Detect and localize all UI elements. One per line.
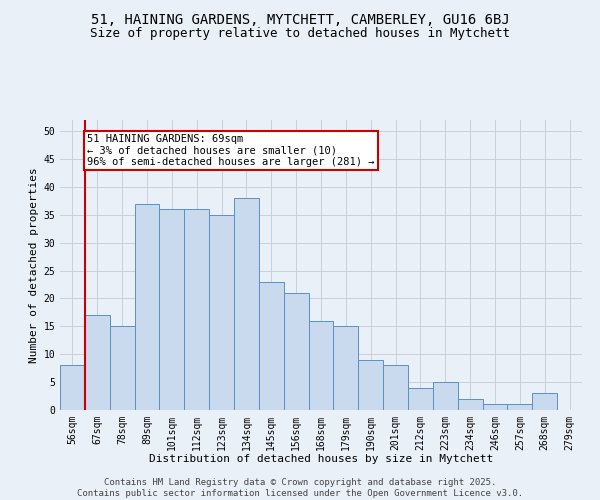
Bar (383, 366, 408, 410)
Bar (284, 293, 308, 410)
X-axis label: Distribution of detached houses by size in Mytchett: Distribution of detached houses by size … (149, 454, 493, 464)
Text: Contains HM Land Registry data © Crown copyright and database right 2025.
Contai: Contains HM Land Registry data © Crown c… (77, 478, 523, 498)
Bar (160, 209, 184, 410)
Bar (60, 366, 85, 410)
Bar (234, 198, 259, 410)
Bar (458, 399, 482, 410)
Bar (308, 321, 334, 410)
Bar (508, 404, 532, 410)
Bar (259, 282, 284, 410)
Text: Size of property relative to detached houses in Mytchett: Size of property relative to detached ho… (90, 28, 510, 40)
Bar (110, 326, 134, 410)
Bar (408, 388, 433, 410)
Y-axis label: Number of detached properties: Number of detached properties (29, 167, 39, 363)
Bar (85, 315, 110, 410)
Bar (532, 394, 557, 410)
Bar (358, 360, 383, 410)
Bar (433, 382, 458, 410)
Bar (209, 215, 234, 410)
Text: 51, HAINING GARDENS, MYTCHETT, CAMBERLEY, GU16 6BJ: 51, HAINING GARDENS, MYTCHETT, CAMBERLEY… (91, 12, 509, 26)
Bar (482, 404, 508, 410)
Bar (334, 326, 358, 410)
Bar (184, 209, 209, 410)
Text: 51 HAINING GARDENS: 69sqm
← 3% of detached houses are smaller (10)
96% of semi-d: 51 HAINING GARDENS: 69sqm ← 3% of detach… (88, 134, 375, 167)
Bar (134, 204, 160, 410)
